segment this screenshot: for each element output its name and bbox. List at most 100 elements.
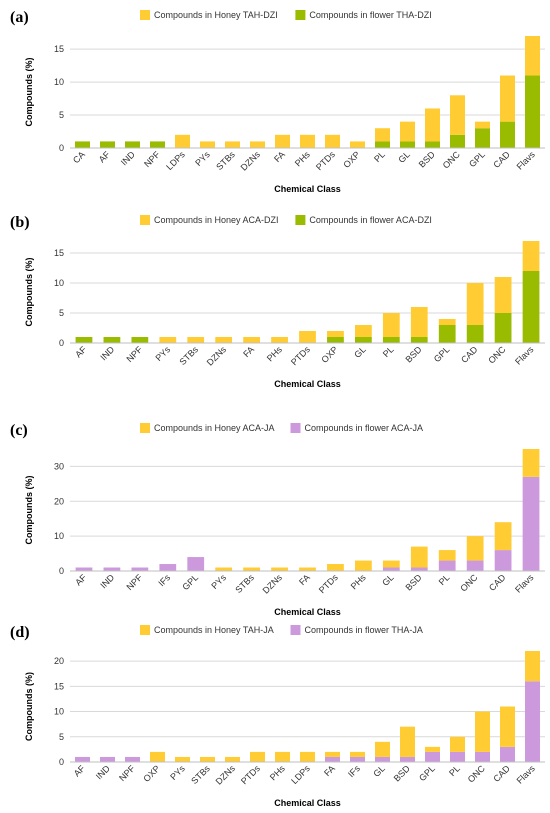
bar-segment bbox=[131, 337, 149, 343]
x-tick-label: CA bbox=[71, 149, 87, 165]
x-tick-label: GPL bbox=[417, 763, 437, 783]
x-tick-label: ONC bbox=[466, 763, 488, 785]
y-tick-label: 10 bbox=[54, 531, 64, 541]
x-tick-label: GPL bbox=[180, 572, 200, 592]
bar-segment bbox=[225, 756, 240, 762]
bar-segment bbox=[187, 337, 205, 343]
x-tick-label: DZNs bbox=[205, 344, 229, 368]
bar-segment bbox=[350, 751, 365, 757]
y-tick-label: 10 bbox=[54, 77, 64, 87]
bar-segment bbox=[75, 337, 93, 343]
x-tick-label: STBs bbox=[189, 763, 212, 786]
y-axis-label: Compounds (%) bbox=[24, 58, 34, 127]
y-tick-label: 10 bbox=[54, 278, 64, 288]
x-tick-label: BSD bbox=[404, 572, 425, 593]
bar-segment bbox=[450, 736, 465, 752]
x-tick-label: PHs bbox=[293, 149, 312, 168]
chart-panel: (c) Compounds in Honey ACA-JA Compounds in… bbox=[10, 422, 545, 617]
panel-label: (d) bbox=[10, 624, 30, 641]
y-tick-label: 5 bbox=[59, 308, 64, 318]
bar-segment bbox=[438, 560, 456, 571]
bar-segment bbox=[400, 121, 415, 142]
y-tick-label: 20 bbox=[54, 656, 64, 666]
bar-segment bbox=[375, 741, 390, 757]
bar-segment bbox=[200, 141, 215, 148]
bar-segment bbox=[410, 567, 428, 571]
x-tick-label: FA bbox=[297, 572, 312, 587]
panel-label: (a) bbox=[10, 9, 29, 26]
bar-segment bbox=[500, 706, 515, 747]
bar-segment bbox=[327, 337, 344, 343]
x-tick-label: GL bbox=[352, 344, 368, 360]
x-tick-label: LDPs bbox=[289, 763, 312, 786]
bar-segment bbox=[175, 134, 190, 148]
bar-segment bbox=[327, 564, 344, 571]
x-tick-label: NPF bbox=[142, 149, 162, 169]
y-tick-label: 15 bbox=[54, 44, 64, 54]
x-tick-label: PHs bbox=[265, 344, 284, 363]
x-tick-label: Flavs bbox=[513, 572, 536, 595]
bar-segment bbox=[375, 128, 390, 142]
bar-segment bbox=[299, 567, 316, 571]
x-tick-label: AF bbox=[97, 149, 113, 165]
x-tick-label: IFs bbox=[156, 572, 172, 588]
bar-segment bbox=[187, 557, 205, 571]
bar-segment bbox=[525, 36, 540, 76]
bar-segment bbox=[150, 141, 165, 148]
y-tick-label: 0 bbox=[59, 757, 64, 767]
bar-segment bbox=[400, 756, 415, 762]
legend-swatch bbox=[295, 215, 306, 225]
bar-segment bbox=[271, 337, 288, 343]
bar-segment bbox=[522, 476, 540, 571]
x-tick-label: IND bbox=[98, 572, 116, 590]
x-tick-label: STBs bbox=[178, 344, 201, 367]
legend-swatch bbox=[140, 215, 150, 225]
bar-segment bbox=[327, 331, 344, 337]
y-axis-label: Compounds (%) bbox=[24, 258, 34, 327]
x-tick-label: Flavs bbox=[515, 149, 538, 172]
bar-segment bbox=[410, 307, 428, 337]
x-tick-label: CAD bbox=[459, 344, 480, 365]
bar-segment bbox=[382, 337, 400, 343]
x-tick-label: PL bbox=[437, 572, 452, 587]
y-tick-label: 20 bbox=[54, 496, 64, 506]
bar-segment bbox=[494, 313, 512, 343]
x-tick-label: PL bbox=[447, 763, 462, 778]
bar-segment bbox=[325, 756, 340, 762]
bar-segment bbox=[438, 319, 456, 325]
bar-segment bbox=[466, 536, 484, 561]
y-axis-label: Compounds (%) bbox=[24, 476, 34, 545]
bar-segment bbox=[275, 134, 290, 148]
bar-segment bbox=[75, 756, 90, 762]
legend-swatch bbox=[140, 625, 150, 635]
x-tick-label: PL bbox=[372, 149, 387, 164]
legend-swatch bbox=[295, 10, 306, 20]
x-tick-label: BSD bbox=[404, 344, 425, 365]
bar-segment bbox=[350, 141, 365, 148]
bar-segment bbox=[500, 75, 515, 122]
x-axis-label: Chemical Class bbox=[274, 607, 341, 617]
x-tick-label: IND bbox=[98, 344, 116, 362]
legend-label: Compounds in Honey TAH-JA bbox=[154, 625, 274, 635]
x-tick-label: ONC bbox=[458, 572, 480, 594]
bar-segment bbox=[355, 337, 372, 343]
bar-segment bbox=[355, 325, 372, 337]
bar-segment bbox=[525, 75, 540, 148]
x-tick-label: GL bbox=[396, 149, 412, 165]
bar-segment bbox=[271, 567, 288, 571]
bar-segment bbox=[475, 128, 490, 148]
bar-segment bbox=[382, 313, 400, 337]
x-tick-label: NPF bbox=[117, 763, 137, 783]
x-tick-label: ONC bbox=[441, 149, 463, 171]
x-tick-label: PYs bbox=[153, 344, 172, 363]
bar-segment bbox=[450, 134, 465, 148]
x-tick-label: FA bbox=[322, 763, 337, 778]
bar-segment bbox=[350, 756, 365, 762]
x-tick-label: Flavs bbox=[513, 344, 536, 367]
bar-segment bbox=[438, 550, 456, 561]
chart-panel: (d) Compounds in Honey TAH-JA Compounds in… bbox=[10, 624, 545, 808]
x-tick-label: CAD bbox=[491, 763, 512, 784]
x-tick-label: PYs bbox=[168, 763, 187, 782]
bar-segment bbox=[243, 567, 260, 571]
